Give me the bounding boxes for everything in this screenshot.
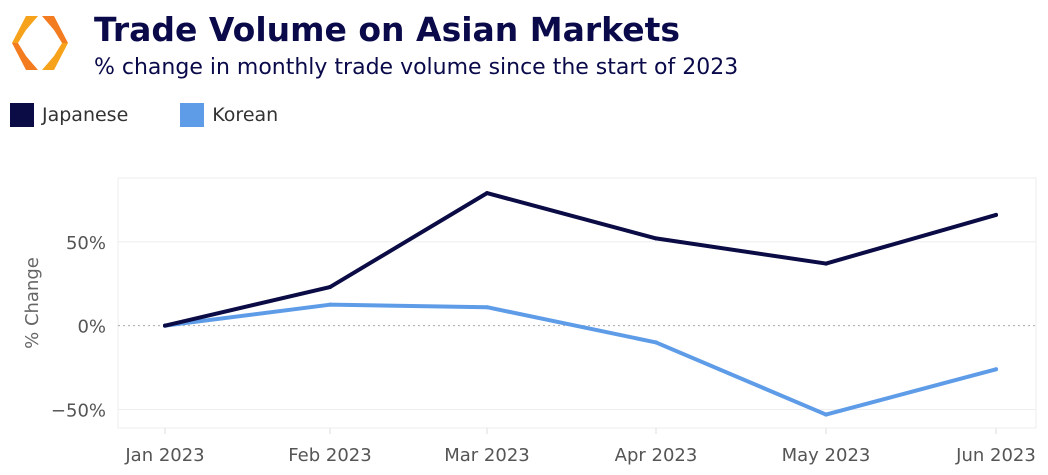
data-point-japanese[interactable] xyxy=(163,323,167,328)
y-tick-label: −50% xyxy=(51,401,106,422)
legend-swatch-japanese xyxy=(10,103,34,127)
chart-title: Trade Volume on Asian Markets xyxy=(94,10,681,49)
x-tick-label: Feb 2023 xyxy=(288,445,371,466)
logo-icon xyxy=(12,16,68,70)
legend: Japanese Korean xyxy=(10,103,278,127)
data-point-korean[interactable] xyxy=(485,305,489,310)
y-tick-label: 0% xyxy=(77,317,106,338)
data-point-korean[interactable] xyxy=(994,367,998,372)
data-point-japanese[interactable] xyxy=(824,261,828,266)
x-tick-label: Mar 2023 xyxy=(444,445,530,466)
y-axis-label: % Change xyxy=(22,257,43,349)
legend-item-korean[interactable]: Korean xyxy=(180,103,278,127)
data-point-korean[interactable] xyxy=(654,340,658,345)
chart-subtitle: % change in monthly trade volume since t… xyxy=(94,55,739,80)
data-point-japanese[interactable] xyxy=(654,236,658,241)
data-point-japanese[interactable] xyxy=(328,285,332,290)
x-tick-label: Jun 2023 xyxy=(955,445,1036,466)
legend-swatch-korean xyxy=(180,103,205,127)
data-point-japanese[interactable] xyxy=(994,212,998,217)
data-point-korean[interactable] xyxy=(824,412,828,417)
data-point-japanese[interactable] xyxy=(485,191,489,196)
series-line-japanese[interactable] xyxy=(163,191,998,328)
legend-item-japanese[interactable]: Japanese xyxy=(10,103,128,127)
x-tick-label: May 2023 xyxy=(782,445,871,466)
x-tick-label: Jan 2023 xyxy=(124,445,204,466)
x-tick-label: Apr 2023 xyxy=(615,445,698,466)
y-tick-label: 50% xyxy=(66,233,106,254)
data-point-korean[interactable] xyxy=(328,302,332,307)
plot-area xyxy=(117,177,1037,429)
legend-label-japanese: Japanese xyxy=(42,104,129,126)
series-line-korean[interactable] xyxy=(163,302,998,417)
legend-label-korean: Korean xyxy=(212,104,279,126)
